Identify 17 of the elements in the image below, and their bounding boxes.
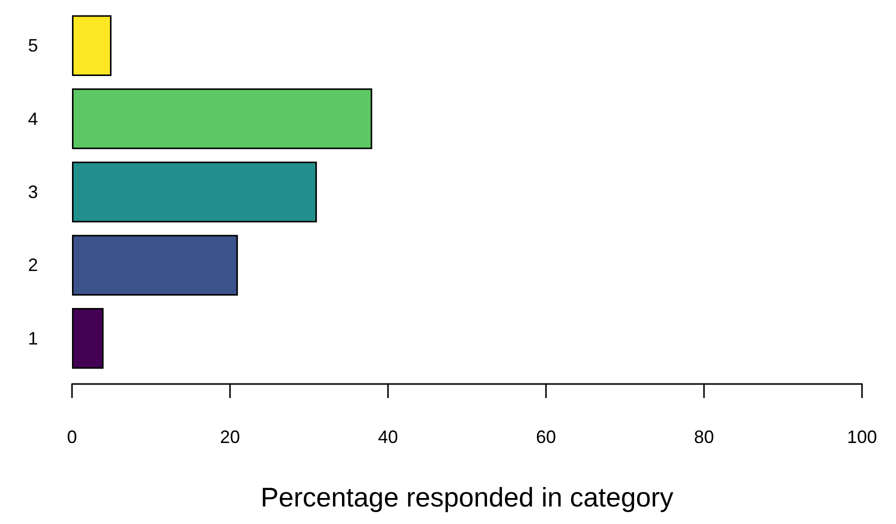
y-tick-label: 2 — [28, 255, 38, 276]
y-tick-label: 3 — [28, 182, 38, 202]
y-tick-label: 1 — [28, 328, 38, 348]
x-tick-label: 80 — [694, 427, 714, 447]
bar — [72, 308, 104, 369]
bar — [72, 15, 112, 76]
x-tick-label: 100 — [846, 427, 878, 447]
x-axis-title: Percentage responded in category — [260, 482, 674, 512]
x-tick-label: 0 — [66, 427, 78, 447]
y-tick-label: 5 — [28, 36, 38, 56]
bar — [72, 234, 238, 296]
y-tick-label: 4 — [28, 108, 38, 129]
x-tick-label: 20 — [220, 427, 240, 447]
x-tick-label: 40 — [378, 427, 398, 447]
bar — [72, 162, 317, 222]
x-tick-label: 60 — [536, 427, 556, 447]
bar — [72, 88, 372, 150]
